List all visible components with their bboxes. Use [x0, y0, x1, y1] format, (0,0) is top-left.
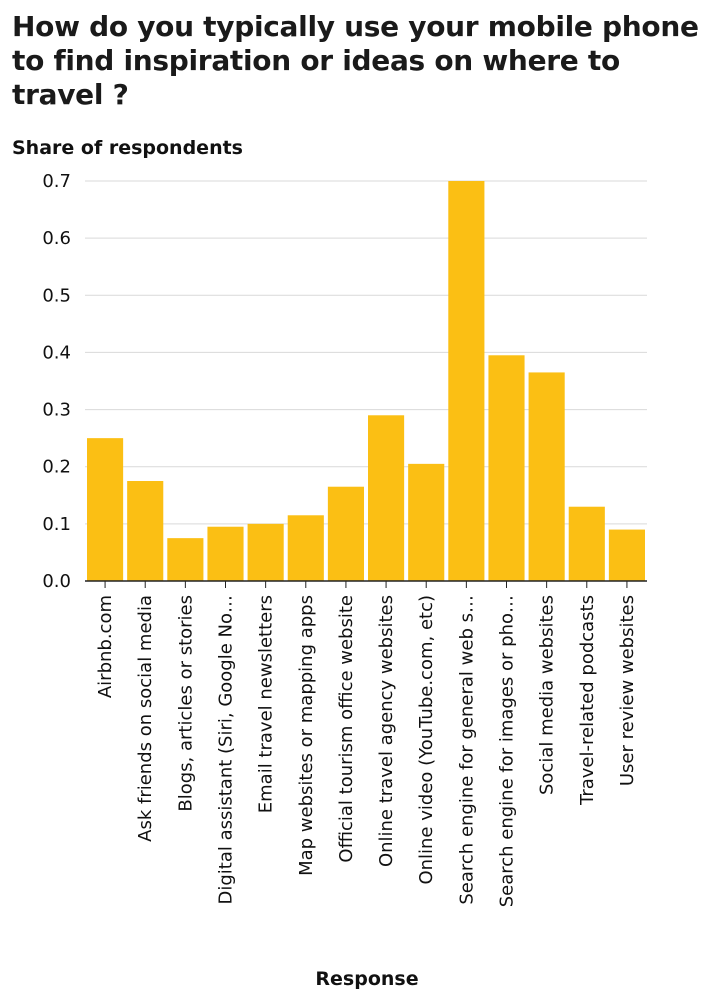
- bar: [167, 538, 204, 581]
- x-axis-ticks: Airbnb.com Ask friends on social media Blo…: [95, 581, 638, 907]
- bar: [568, 506, 605, 581]
- x-tick-label: Social media websites: [537, 595, 558, 795]
- x-axis-title: Response: [315, 968, 418, 990]
- bar: [127, 481, 164, 581]
- y-tick-label: 0.6: [42, 228, 71, 249]
- x-tick-label: Search engine for general web s…: [456, 595, 477, 905]
- bar: [287, 515, 324, 581]
- chart-title: How do you typically use your mobile pho…: [12, 10, 699, 111]
- x-tick-label: Online travel agency websites: [376, 595, 397, 867]
- bars: [87, 181, 645, 581]
- bar: [608, 529, 645, 581]
- y-tick-label: 0.4: [42, 342, 71, 363]
- x-tick-label: Online video (YouTube.com, etc): [416, 595, 437, 885]
- x-tick-label: User review websites: [617, 595, 638, 786]
- x-tick-label: Ask friends on social media: [135, 595, 156, 842]
- x-tick-label: Travel-related podcasts: [577, 595, 598, 806]
- y-tick-label: 0.2: [42, 457, 71, 478]
- x-tick-label: Official tourism office website: [336, 595, 357, 863]
- x-tick-label: Digital assistant (Siri, Google No…: [216, 595, 237, 905]
- x-tick-label: Search engine for images or pho…: [497, 595, 518, 907]
- bar: [247, 523, 284, 581]
- y-axis-ticks: 0.0 0.1 0.2 0.3 0.4 0.5 0.6 0.7: [42, 171, 71, 592]
- y-tick-label: 0.7: [42, 171, 71, 192]
- x-tick-label: Blogs, articles or stories: [175, 595, 196, 812]
- y-axis-title: Share of respondents: [12, 137, 243, 159]
- y-tick-label: 0.5: [42, 285, 71, 306]
- bar: [207, 526, 244, 581]
- y-tick-label: 0.0: [42, 571, 71, 592]
- x-tick-label: Airbnb.com: [95, 595, 116, 698]
- bar: [408, 463, 445, 581]
- bar: [87, 438, 124, 581]
- y-tick-label: 0.3: [42, 400, 71, 421]
- y-tick-label: 0.1: [42, 514, 71, 535]
- x-tick-label: Email travel newsletters: [256, 595, 277, 813]
- bar: [327, 486, 364, 581]
- bar: [488, 355, 525, 581]
- bar: [448, 181, 485, 581]
- x-tick-label: Map websites or mapping apps: [296, 595, 317, 876]
- bar: [528, 372, 565, 581]
- bar: [368, 415, 405, 581]
